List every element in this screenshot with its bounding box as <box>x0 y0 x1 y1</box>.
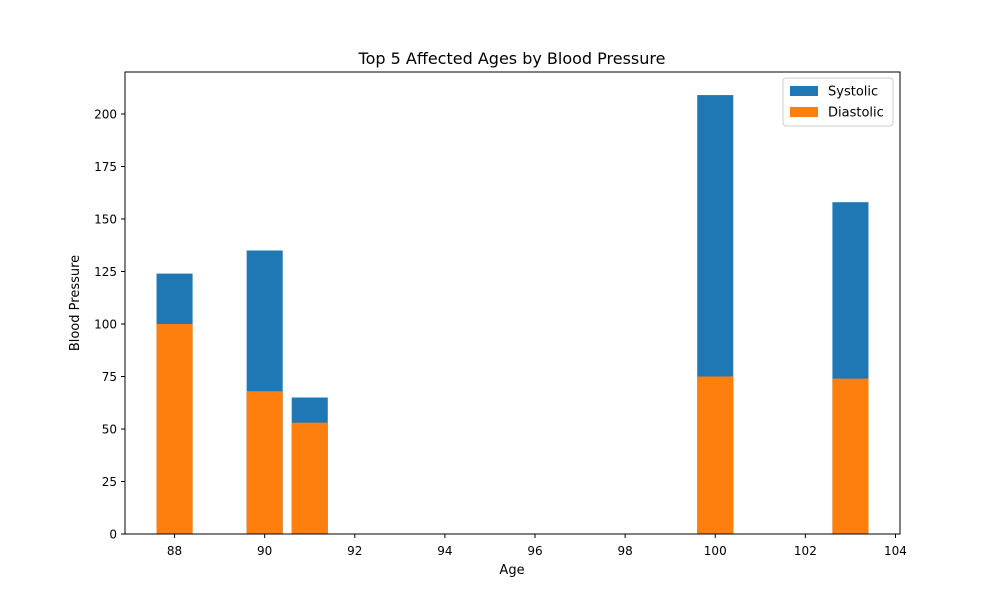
axes-layer: 88 90 92 94 96 98 100 102 104 0 25 50 75 100 125 150 175… <box>94 71 907 558</box>
bar-diastolic-88 <box>156 324 193 534</box>
y-tick-label: 125 <box>94 265 117 279</box>
y-tick-label: 175 <box>94 160 117 174</box>
y-tick-label: 50 <box>102 423 117 437</box>
bars-layer <box>156 95 869 534</box>
legend-swatch-systolic <box>790 86 818 96</box>
x-tick-label: 98 <box>618 544 633 558</box>
bar-diastolic-100 <box>697 376 734 534</box>
bar-diastolic-91 <box>291 422 328 534</box>
x-tick-label: 100 <box>704 544 727 558</box>
x-tick-label: 88 <box>167 544 182 558</box>
bar-diastolic-90 <box>246 391 283 534</box>
y-tick-label: 0 <box>109 528 117 542</box>
x-tick-label: 104 <box>884 544 907 558</box>
y-tick-label: 25 <box>102 475 117 489</box>
legend: Systolic Diastolic <box>782 77 894 127</box>
y-tick-label: 200 <box>94 108 117 122</box>
x-tick-label: 102 <box>794 544 817 558</box>
x-tick-label: 92 <box>347 544 362 558</box>
y-tick-label: 150 <box>94 213 117 227</box>
y-tick-label: 75 <box>102 370 117 384</box>
x-tick-label: 90 <box>257 544 272 558</box>
y-tick-label: 100 <box>94 318 117 332</box>
legend-label-systolic: Systolic <box>828 85 878 100</box>
x-tick-label: 94 <box>437 544 452 558</box>
plot-frame <box>124 71 901 535</box>
chart-title: Top 5 Affected Ages by Blood Pressure <box>358 49 666 68</box>
bar-diastolic-103 <box>832 378 869 534</box>
y-axis-label: Blood Pressure <box>68 255 83 351</box>
legend-label-diastolic: Diastolic <box>828 106 884 121</box>
legend-swatch-diastolic <box>790 107 818 117</box>
x-axis-label: Age <box>499 563 524 578</box>
x-tick-label: 96 <box>527 544 542 558</box>
